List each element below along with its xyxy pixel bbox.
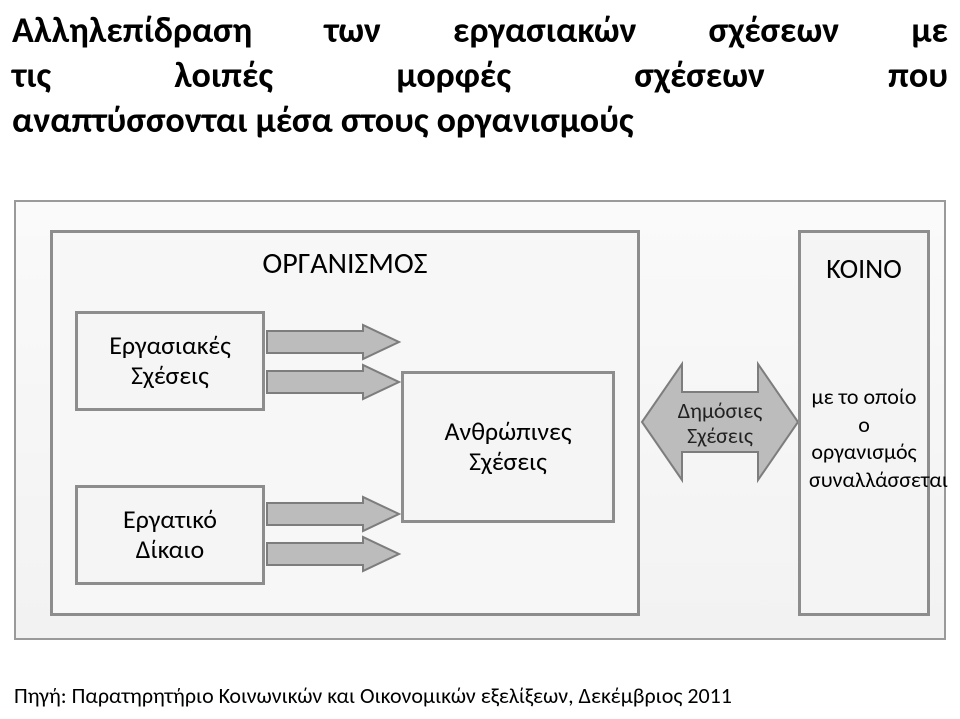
labor-law-line2: Δίκαιο (136, 533, 204, 565)
title-line-1: Αλληλεπίδραση των εργασιακών σχέσεων με (12, 8, 948, 53)
labor-law-line1: Εργατικό (123, 503, 217, 535)
organization-label: ΟΡΓΑΝΙΣΜΟΣ (53, 245, 637, 282)
public-text-line3: συναλλάσσεται (809, 466, 948, 493)
public-label: ΚΟΙΝΟ (801, 251, 927, 286)
labor-law-box: Εργατικό Δίκαιο (75, 485, 265, 585)
labor-relations-box: Εργασιακές Σχέσεις (75, 311, 265, 411)
title-line-3: αναπτύσσονται μέσα στους οργανισμούς (12, 98, 948, 143)
source-line: Πηγή: Παρατηρητήριο Κοινωνικών και Οικον… (14, 682, 946, 709)
human-relations-line1: Ανθρώπινες (444, 415, 571, 447)
labor-relations-line2: Σχέσεις (131, 359, 209, 391)
labor-law-text: Εργατικό Δίκαιο (123, 505, 217, 565)
page-title: Αλληλεπίδραση των εργασιακών σχέσεων με … (12, 8, 948, 143)
public-text-line2: ο οργανισμός (811, 411, 916, 466)
arrow-labor-to-human-top (267, 325, 399, 359)
pr-label-line1: Δημόσιες (678, 397, 763, 424)
human-relations-text: Ανθρώπινες Σχέσεις (444, 417, 571, 477)
public-text-line1: με το οποίο (811, 383, 916, 410)
pr-label-line2: Σχέσεις (687, 422, 753, 449)
arrow-labor-to-human-bottom (267, 365, 399, 399)
arrow-law-to-human-top (267, 497, 399, 531)
page: Αλληλεπίδραση των εργασιακών σχέσεων με … (0, 0, 960, 719)
organization-box: ΟΡΓΑΝΙΣΜΟΣ Εργασιακές Σχέσεις Εργατικό Δ… (50, 230, 640, 616)
labor-relations-line1: Εργασιακές (109, 329, 231, 361)
labor-relations-text: Εργασιακές Σχέσεις (109, 331, 231, 391)
diagram-frame: ΟΡΓΑΝΙΣΜΟΣ Εργασιακές Σχέσεις Εργατικό Δ… (14, 200, 946, 640)
human-relations-line2: Σχέσεις (469, 445, 547, 477)
arrow-law-to-human-bottom (267, 537, 399, 571)
title-line-2: τις λοιπές μορφές σχέσεων που (12, 53, 948, 98)
human-relations-box: Ανθρώπινες Σχέσεις (401, 371, 615, 523)
public-box: ΚΟΙΝΟ με το οποίο ο οργανισμός συναλλάσσ… (798, 230, 930, 616)
public-relations-label: Δημόσιες Σχέσεις (668, 398, 772, 449)
public-text: με το οποίο ο οργανισμός συναλλάσσεται (809, 383, 919, 493)
